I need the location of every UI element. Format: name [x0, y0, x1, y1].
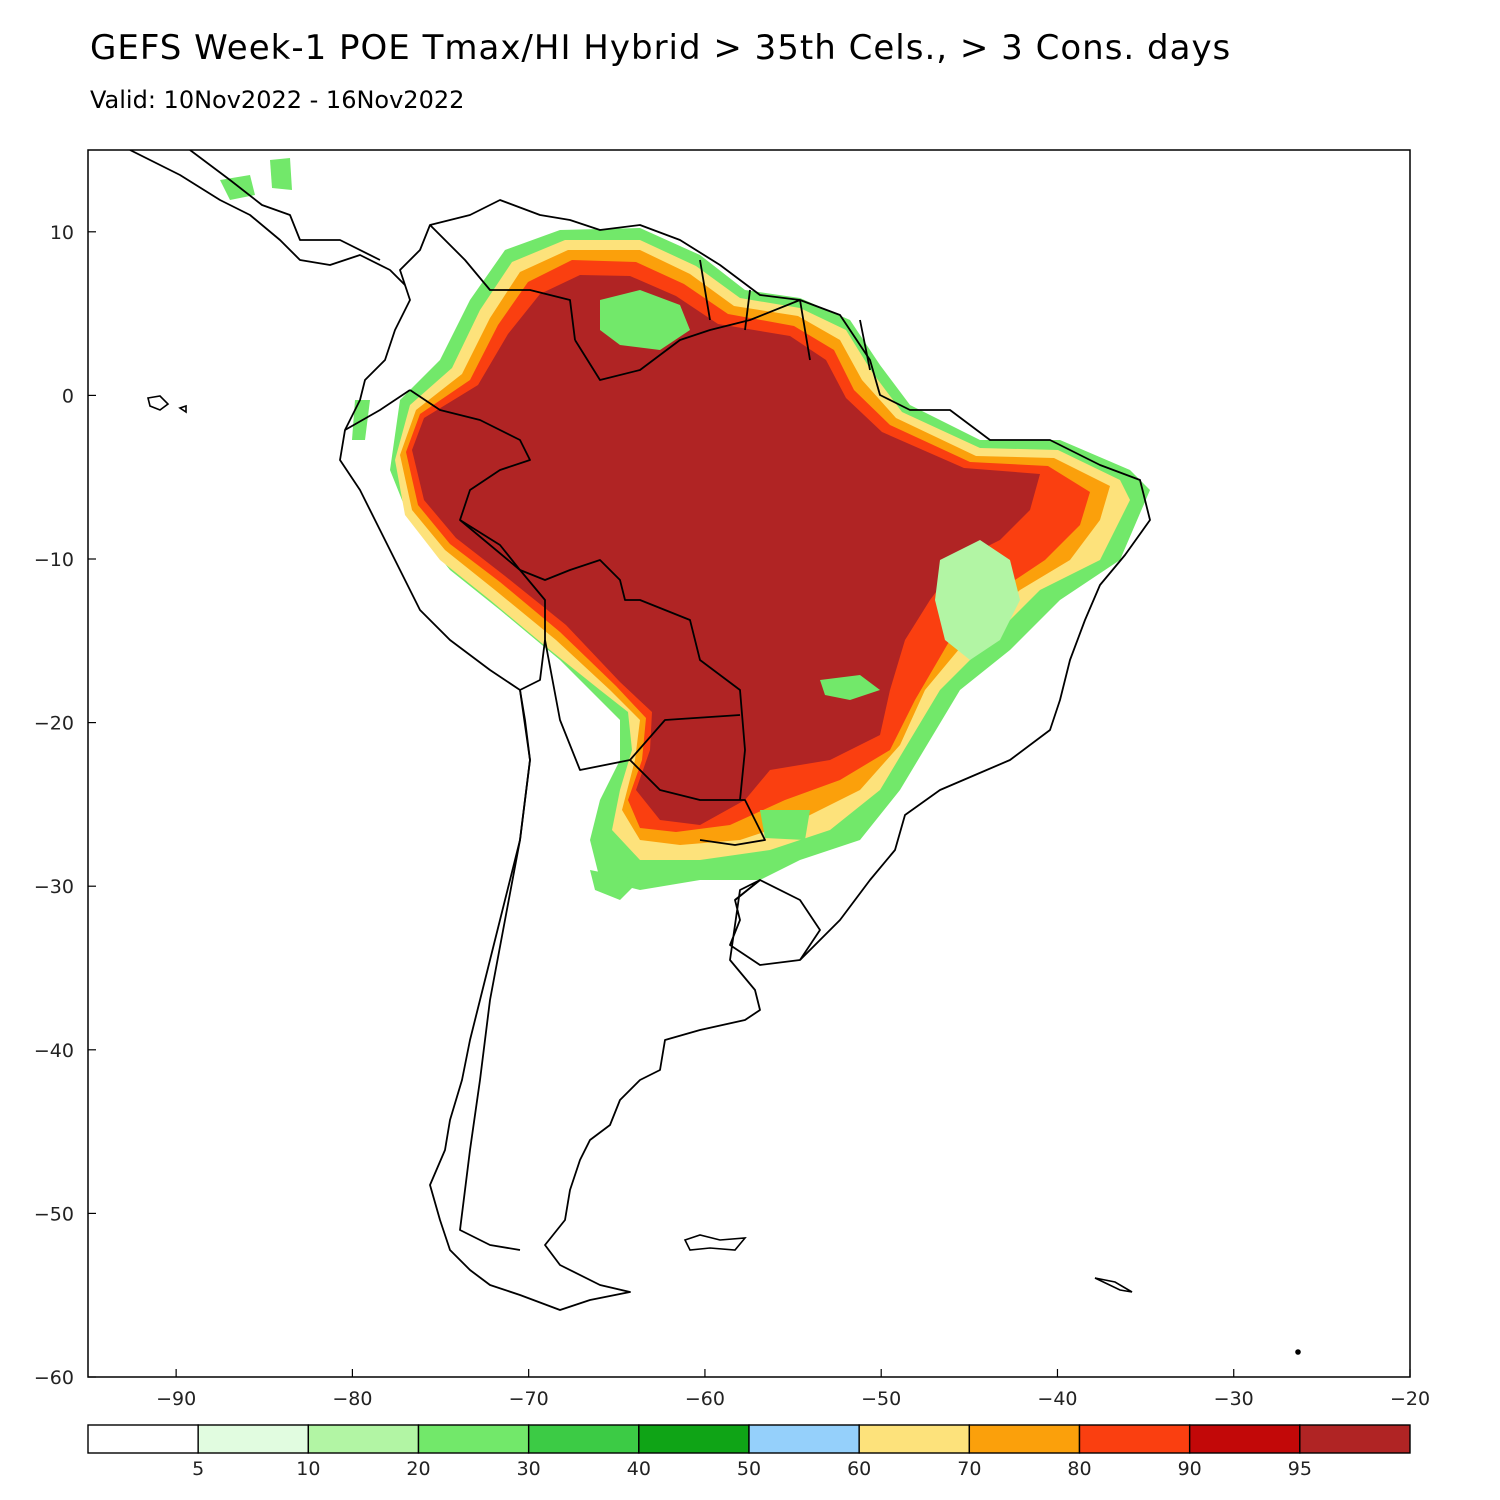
lon-tick-label: −90	[156, 1388, 196, 1410]
colorbar-label: 40	[627, 1458, 651, 1480]
colorbar-label: 50	[737, 1458, 761, 1480]
patch-green-south	[590, 870, 640, 900]
colorbar-swatch	[1188, 1424, 1301, 1454]
colorbar-swatch	[968, 1424, 1081, 1454]
colorbar-label: 30	[517, 1458, 541, 1480]
border-argentina-chile	[459, 689, 531, 1251]
colorbar-label: 95	[1288, 1458, 1312, 1480]
colorbar-label: 90	[1178, 1458, 1202, 1480]
border-brazil-west	[409, 389, 746, 801]
colorbar-swatch	[638, 1424, 750, 1454]
colorbar-swatch	[1078, 1424, 1191, 1454]
lon-tick-label: −20	[1390, 1388, 1430, 1410]
south-america-coastline	[339, 199, 1151, 1311]
probability-shading	[220, 158, 1150, 900]
colorbar-swatch	[858, 1424, 971, 1454]
lat-tick-label: −30	[34, 876, 74, 898]
colorbar-swatch	[527, 1424, 640, 1454]
lat-tick-label: 0	[62, 385, 74, 407]
lon-tick-label: −70	[509, 1388, 549, 1410]
valid-date-range: Valid: 10Nov2022 - 16Nov2022	[90, 86, 465, 114]
map-plot-area	[129, 150, 1301, 1355]
map-title: GEFS Week-1 POE Tmax/HI Hybrid > 35th Ce…	[90, 28, 1232, 68]
lon-tick-label: −30	[1214, 1388, 1254, 1410]
coastlines	[129, 150, 1151, 1311]
axis-ticks: −90 −80 −70 −60 −50 −40 −30 −20 10 0 −10 −20 −30 −40 −…	[34, 222, 1430, 1410]
colorbar-swatch	[307, 1424, 420, 1454]
border-guianas	[699, 259, 871, 371]
lon-tick-label: −60	[685, 1388, 725, 1410]
lat-tick-label: 10	[50, 222, 74, 244]
band-dark-red	[412, 275, 1040, 825]
border-bolivia-paraguay	[544, 639, 741, 771]
colorbar-label: 70	[957, 1458, 981, 1480]
lon-tick-label: −50	[861, 1388, 901, 1410]
colorbar-label: 5	[192, 1458, 204, 1480]
lat-tick-label: −20	[34, 713, 74, 735]
central-america-coastline	[129, 150, 406, 286]
small-island	[1295, 1349, 1301, 1355]
colorbar-swatch	[417, 1424, 530, 1454]
border-bolivia-peru	[459, 519, 546, 691]
islands	[147, 395, 1301, 1355]
border-brazil-north	[574, 299, 801, 381]
patch-green-central	[820, 675, 880, 700]
lat-tick-label: −60	[34, 1367, 74, 1389]
colorbar-swatch	[748, 1424, 860, 1454]
lon-tick-label: −40	[1037, 1388, 1077, 1410]
galapagos-islands	[147, 395, 187, 414]
patch-green-guiana	[600, 290, 690, 350]
colorbar-swatch	[197, 1424, 310, 1454]
colorbar: 5 10 20 30 40 50 60 70 80 90 95	[87, 1424, 1411, 1480]
colorbar-label: 80	[1067, 1458, 1091, 1480]
falkland-islands	[683, 1234, 747, 1251]
border-paraguay-argentina	[629, 759, 766, 846]
patch-green-honduras	[270, 158, 292, 190]
border-uruguay	[734, 879, 821, 961]
south-georgia	[1094, 1277, 1133, 1293]
colorbar-label: 60	[847, 1458, 871, 1480]
colorbar-label: 20	[406, 1458, 430, 1480]
colorbar-label: 10	[296, 1458, 320, 1480]
border-ecuador-peru	[344, 389, 411, 431]
lat-tick-label: −50	[34, 1203, 74, 1225]
lat-tick-label: −40	[34, 1040, 74, 1062]
patch-green-uruguay	[760, 810, 810, 840]
colorbar-swatch	[87, 1424, 199, 1454]
lon-tick-label: −80	[332, 1388, 372, 1410]
colorbar-swatch	[1299, 1424, 1411, 1454]
patch-green-northeast	[935, 540, 1020, 660]
plot-frame	[87, 149, 1411, 1378]
border-colombia-venezuela	[429, 224, 576, 341]
lat-tick-label: −10	[34, 549, 74, 571]
